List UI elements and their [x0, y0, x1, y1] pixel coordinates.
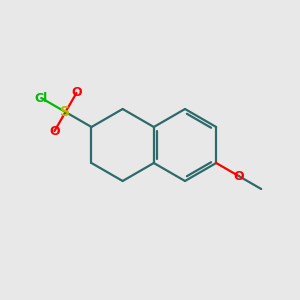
- Text: O: O: [71, 86, 82, 99]
- Text: Cl: Cl: [34, 92, 48, 104]
- Text: O: O: [233, 169, 244, 182]
- Text: O: O: [49, 124, 60, 138]
- Text: S: S: [61, 105, 70, 119]
